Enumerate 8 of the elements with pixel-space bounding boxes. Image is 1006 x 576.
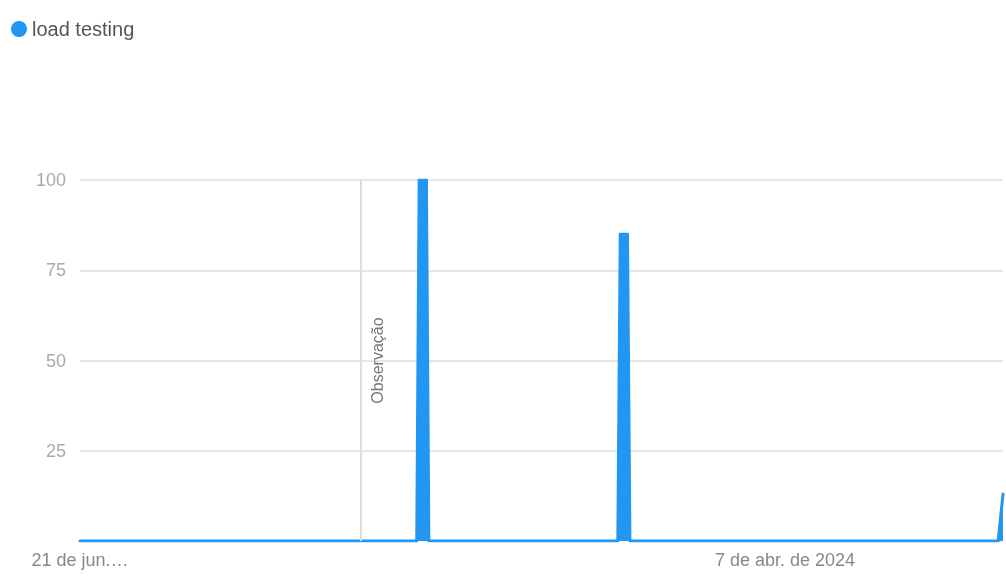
y-tick-label: 100	[35, 170, 66, 190]
y-tick-label: 75	[45, 260, 66, 281]
legend-label: load testing	[32, 18, 135, 40]
y-tick-label: 25	[45, 440, 66, 461]
x-tick-label: 7 de abr. de 2024	[714, 550, 856, 570]
y-tick-label: 50	[45, 350, 66, 371]
x-tick-label: 21 de jun.…	[31, 550, 129, 570]
ref-line-label: Observação	[368, 317, 386, 404]
